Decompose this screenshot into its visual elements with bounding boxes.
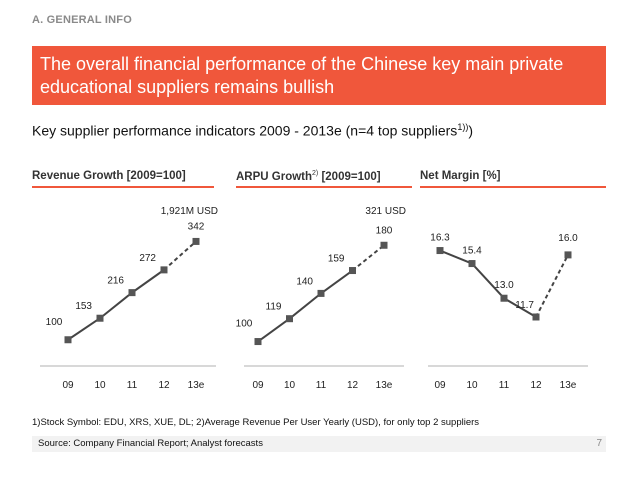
revenue-data-label: 272 [139,253,156,264]
revenue-point-09 [64,336,72,344]
revenue-data-label: 100 [46,317,63,328]
arpu-tick-label: 09 [252,380,264,391]
arpu-series-segment [288,292,322,320]
revenue-tick-label: 11 [127,380,138,391]
page-number: 7 [596,438,602,449]
net-margin-tick-label: 12 [530,380,542,391]
arpu-chart-title-footnote: 2) [312,170,319,177]
net-margin-point-09 [436,247,444,255]
revenue-data-label: 216 [107,276,124,287]
page-subtitle: Key supplier performance indicators 2009… [32,122,473,139]
arpu-annotation: 321 USD [365,206,406,217]
net-margin-data-label: 16.3 [430,233,450,244]
revenue-data-label: 153 [75,301,92,312]
arpu-point-11 [317,289,325,297]
revenue-tick-label: 12 [158,380,170,391]
net-margin-data-label: 13.0 [494,280,514,291]
net-margin-series-segment [503,297,537,318]
net-margin-chart-title-text: Net Margin [%] [420,170,501,182]
revenue-point-11 [128,289,136,297]
arpu-series-segment [257,317,291,343]
arpu-data-label: 159 [328,254,345,265]
arpu-tick-label: 12 [347,380,359,391]
arpu-point-09 [254,338,262,346]
subtitle-text: Key supplier performance indicators 2009… [32,122,458,139]
revenue-point-10 [96,314,104,322]
arpu-data-label: 180 [376,225,393,236]
net-margin-point-12 [532,313,540,321]
revenue-growth-chart: 100 09 153 10 216 11 272 12 342 13e 1,921M USD [40,206,218,391]
net-margin-point-10 [468,260,476,268]
revenue-tick-label: 09 [62,380,74,391]
net-margin-data-label: 11.7 [515,300,534,311]
revenue-point-12 [160,266,168,274]
revenue-annotation: 1,921M USD [161,206,218,217]
arpu-data-label: 119 [266,302,282,313]
net-margin-series-segment [439,249,473,265]
title-banner: The overall financial performance of the… [32,46,606,105]
net-margin-tick-label: 09 [434,380,446,391]
arpu-tick-label: 11 [316,380,327,391]
net-margin-data-label: 15.4 [462,246,482,257]
arpu-data-label: 100 [236,319,253,330]
arpu-chart-title: ARPU Growth2) [2009=100] [236,170,381,183]
arpu-chart-title-rest: [2009=100] [318,170,381,183]
net-margin-point-11 [500,294,508,302]
revenue-series-segment [163,240,197,271]
revenue-tick-label: 10 [94,380,106,391]
revenue-series-segment [99,291,133,319]
source-bar: Source: Company Financial Report; Analys… [32,436,606,452]
revenue-data-label: 342 [188,221,205,232]
subtitle-footnote-mark: 1)) [457,122,469,132]
arpu-point-13e [380,241,388,249]
arpu-series-segment [320,269,354,295]
subtitle-close: ) [468,122,473,139]
net-margin-chart-title: Net Margin [%] [420,170,501,182]
source-text: Source: Company Financial Report; Analys… [38,438,263,449]
arpu-tick-label: 13e [376,380,393,391]
net-margin-tick-label: 13e [560,380,577,391]
net-margin-series-segment [471,262,505,299]
revenue-series-segment [67,317,101,341]
revenue-chart-title-text: Revenue Growth [2009=100] [32,170,186,182]
net-margin-chart: 16.3 09 15.4 10 13.0 11 11.7 12 16.0 13e [428,233,588,391]
arpu-point-12 [349,267,356,275]
revenue-chart-rule [32,186,214,188]
net-margin-tick-label: 11 [499,380,510,391]
revenue-series-segment [131,269,165,294]
revenue-tick-label: 13e [188,380,205,391]
net-margin-point-13e [564,251,572,259]
net-margin-data-label: 16.0 [558,233,578,244]
arpu-chart-title-text: ARPU Growth [236,170,313,183]
net-margin-tick-label: 10 [466,380,478,391]
arpu-series-segment [351,244,385,272]
arpu-chart-rule [236,186,412,188]
section-label: A. GENERAL INFO [32,14,132,26]
arpu-growth-chart: 100 09 119 10 140 11 159 12 180 13e 321 USD [236,206,406,391]
revenue-point-13e [192,237,200,245]
net-margin-chart-rule [420,186,606,188]
revenue-chart-title: Revenue Growth [2009=100] [32,170,186,182]
arpu-point-10 [286,315,293,323]
net-margin-series-segment [535,254,569,318]
arpu-tick-label: 10 [284,380,296,391]
page-title: The overall financial performance of the… [40,54,564,97]
arpu-data-label: 140 [296,276,313,287]
footnote: 1)Stock Symbol: EDU, XRS, XUE, DL; 2)Ave… [32,417,480,428]
